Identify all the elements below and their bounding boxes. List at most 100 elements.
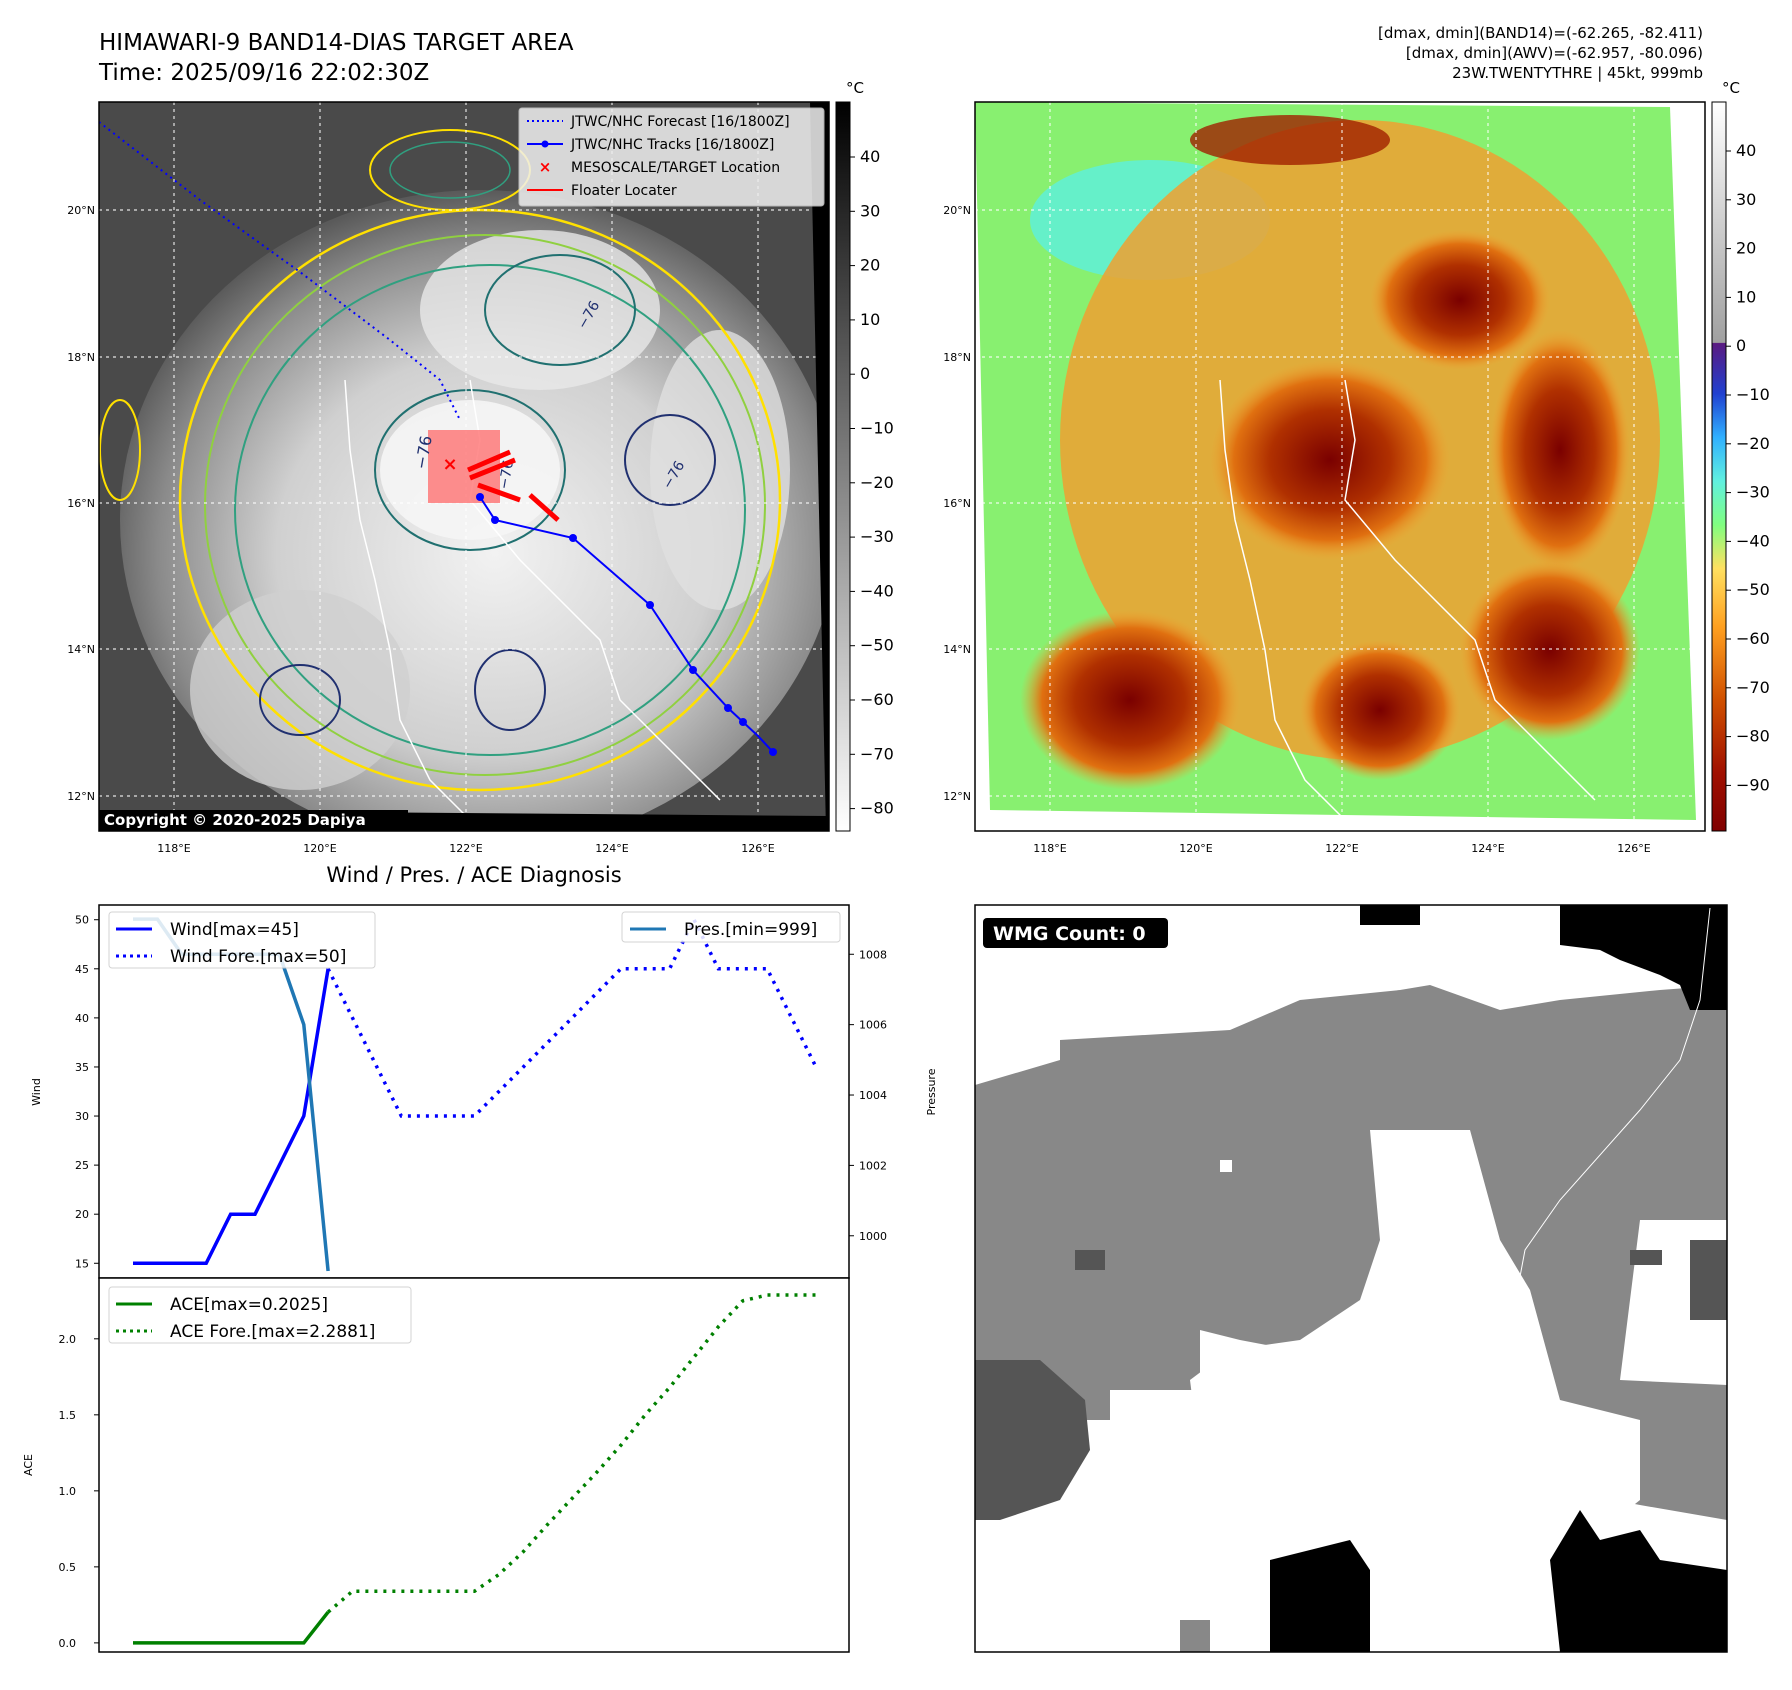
ir-colorbar-tick-label: −80 [860,799,894,818]
wmg-dark-speck-3 [1690,1240,1727,1320]
awv-colorbar-tick-label: −60 [1736,629,1770,648]
contour-sw-navy [259,664,341,736]
jtwc-track-points [476,493,777,756]
wmg-coastline [1509,907,1711,1331]
mesoscale-target-marker: × [442,454,457,475]
legend-wind-fore-label: Wind Fore.[max=50] [170,947,346,967]
wmg-dark-speck-1 [1075,1250,1105,1270]
awv-southeast-band [1460,560,1640,740]
lat-tick-label: 20°N [943,204,971,217]
contour-south-navy [474,649,546,731]
copyright-text: Copyright © 2020-2025 Dapiya [104,811,366,829]
wind-panel-title: Wind / Pres. / ACE Diagnosis [326,863,621,887]
awv-colorbar-tick-label: 30 [1736,190,1756,209]
wmg-dark-speck-2 [1630,1250,1662,1265]
wind-ytick-label: 25 [75,1159,89,1172]
pressure-ytick-label: 1000 [859,1230,887,1243]
pressure-ytick-label: 1004 [859,1089,887,1102]
map-axis-labels: 20°N 20°N 18°N 18°N 16°N 16°N 14°N 14°N 12°N 12°N… [67,204,1651,855]
ir-colorbar-tick-label: −50 [860,636,894,655]
mesoscale-target-box [428,430,500,503]
ir-legend: JTWC/NHC Forecast [16/1800Z] JTWC/NHC Tr… [518,107,825,207]
wind-ytick-label: 35 [75,1061,89,1074]
wmg-frame [974,904,1728,1653]
legend-ace-label: ACE[max=0.2025] [170,1295,328,1315]
ir-colorbar-tick-label: −30 [860,527,894,546]
pressure-ylabel: Pressure [925,1068,938,1115]
lon-tick-label: 122°E [449,842,482,855]
contour-teal [234,264,746,756]
ace-ytick-label: 2.0 [59,1333,77,1346]
pressure-ytick-label: 1006 [859,1019,887,1032]
awv-gridlines [975,102,1705,831]
awv-southwest-band [1020,610,1240,790]
wmg-count-text: WMG Count: 0 [993,923,1146,945]
awv-colorbar-tick-label: 20 [1736,239,1756,258]
awv-coastline-east [1344,379,1596,801]
ace-ytick-label: 1.5 [59,1409,77,1422]
figure-title: HIMAWARI-9 BAND14-DIAS TARGET AREA [99,30,574,56]
ir-colorbar-tick-label: 40 [860,147,880,166]
wind-legend: Wind[max=45] Wind Fore.[max=50] Pres.[mi… [108,911,841,969]
wind-pressure-panel: Wind Pressure 15 20 25 30 35 40 45 50 1000 1002 10… [30,904,938,1279]
lat-tick-label: 16°N [943,497,971,510]
wmg-black-region-se [1550,1510,1727,1652]
ace-ytick-label: 1.0 [59,1485,77,1498]
ace-line [133,1611,330,1645]
awv-colorbar-tick-label: −20 [1736,434,1770,453]
ir-swath-edge-right [810,102,829,831]
wmg-white-region [1190,1130,1640,1652]
wmg-black-speck-north [1360,905,1420,925]
awv-colorbar-tick-label: −40 [1736,531,1770,550]
ir-colorbar-tick-label: 30 [860,201,880,220]
contour-inner-teal [374,389,566,551]
awv-map-panel [974,101,1706,832]
lat-tick-label: 16°N [67,497,95,510]
awv-frame [974,101,1706,832]
ir-colorbar-tick-label: −40 [860,581,894,600]
legend-target-swatch: × [539,158,552,176]
info-awv: [dmax, dmin](AWV)=(-62.957, -80.096) [1406,44,1703,62]
ace-ytick-label: 0.0 [59,1637,77,1650]
lon-tick-label: 118°E [1033,842,1066,855]
ace-forecast-line [326,1293,816,1614]
wind-ytick-label: 20 [75,1208,89,1221]
lon-tick-label: 122°E [1325,842,1358,855]
info-band14: [dmax, dmin](BAND14)=(-62.265, -82.411) [1378,24,1703,42]
floater-locater [467,449,560,522]
lon-tick-label: 120°E [1179,842,1212,855]
wmg-panel: WMG Count: 0 [974,904,1728,1653]
legend-target-label: MESOSCALE/TARGET Location [571,160,780,176]
lat-tick-label: 12°N [943,790,971,803]
awv-colorbar-tick-label: 0 [1736,336,1746,355]
ir-colorbar-tick-label: 20 [860,256,880,275]
legend-forecast-label: JTWC/NHC Forecast [16/1800Z] [570,114,790,130]
wind-forecast-line [326,915,818,1118]
wind-ytick-label: 50 [75,914,89,927]
lat-tick-label: 14°N [67,643,95,656]
contour-east-navy [624,414,716,506]
pressure-ytick-label: 1002 [859,1159,887,1172]
awv-colorbar-tick-label: −10 [1736,385,1770,404]
awv-colorbar-tick-label: 40 [1736,141,1756,160]
awv-coastline-west [1219,379,1346,821]
contour-north-teal [484,254,636,366]
awv-colorbar: °C 40 30 20 10 0 −10 −20 −30 −40 −50 −60 −70 −80 −90 [1711,79,1770,832]
ace-legend: ACE[max=0.2025] ACE Fore.[max=2.2881] [108,1286,412,1344]
wind-ytick-label: 45 [75,963,89,976]
wmg-dark-region-west [975,1360,1090,1520]
awv-colorbar-tick-label: −80 [1736,727,1770,746]
ir-cloud-east [650,330,790,610]
awv-core [1210,360,1450,560]
lon-tick-label: 126°E [1617,842,1650,855]
lon-tick-label: 124°E [1471,842,1504,855]
ace-panel: ACE 0.0 0.5 1.0 1.5 2.0 ACE[max=0.2025] ACE … [22,1277,850,1653]
contour-north-teal2 [389,141,511,199]
lat-tick-label: 20°N [67,204,95,217]
awv-colorbar-tick-label: −50 [1736,580,1770,599]
jtwc-forecast-track [99,121,461,421]
lon-tick-label: 124°E [595,842,628,855]
ir-colorbar-tick-label: −10 [860,419,894,438]
ir-colorbar-tick-label: 0 [860,364,870,383]
